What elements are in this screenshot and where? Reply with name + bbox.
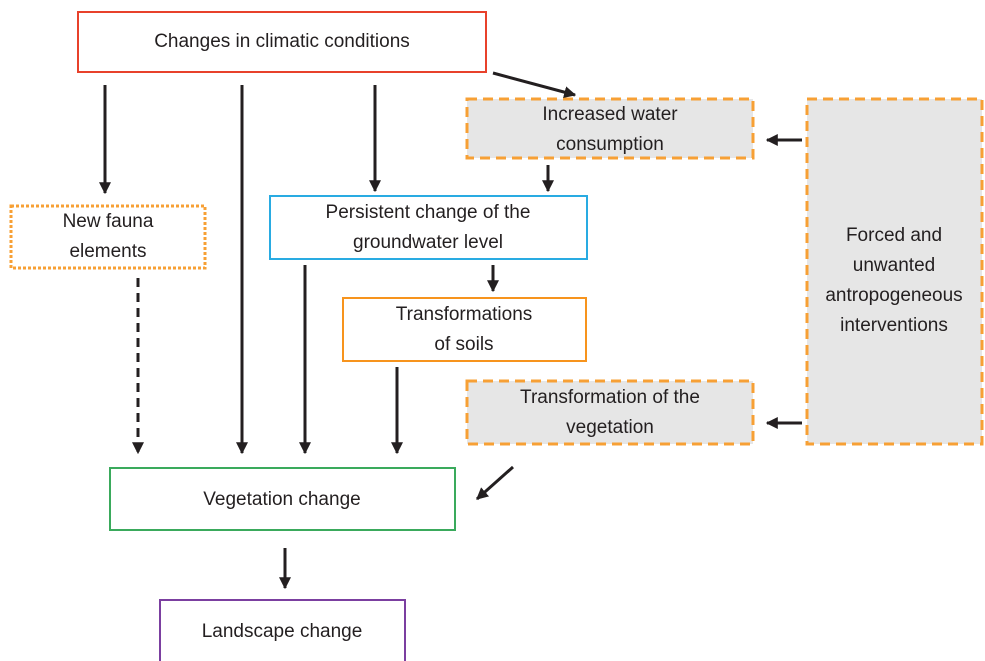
node-label: consumption <box>556 134 664 155</box>
node-label: Transformation of the <box>520 387 700 408</box>
node-box <box>805 97 984 446</box>
node-box <box>465 379 755 446</box>
node-box <box>159 599 406 661</box>
node-box <box>109 467 456 531</box>
node-label: of soils <box>434 334 493 355</box>
node-label: vegetation <box>566 417 654 438</box>
node-label: New fauna <box>63 211 154 232</box>
node-label: elements <box>69 241 146 262</box>
node-label: antropogeneous <box>825 285 962 306</box>
node-label: Changes in climatic conditions <box>154 31 410 52</box>
node-label: groundwater level <box>353 232 503 253</box>
node-label: Vegetation change <box>203 489 360 510</box>
node-label: Transformations <box>396 304 533 325</box>
arrow <box>492 71 577 98</box>
node-label: Forced and <box>846 225 942 246</box>
node-box <box>9 204 207 270</box>
arrows <box>99 71 802 590</box>
node-label: Increased water <box>542 104 678 125</box>
node-label: Persistent change of the <box>326 202 531 223</box>
node-box <box>77 11 487 73</box>
arrow <box>476 465 514 501</box>
node-label: interventions <box>840 315 948 336</box>
node-label: Landscape change <box>202 621 363 642</box>
node-box <box>465 97 755 160</box>
node-box <box>269 195 588 260</box>
node-label: unwanted <box>853 255 935 276</box>
node-box <box>342 297 587 362</box>
